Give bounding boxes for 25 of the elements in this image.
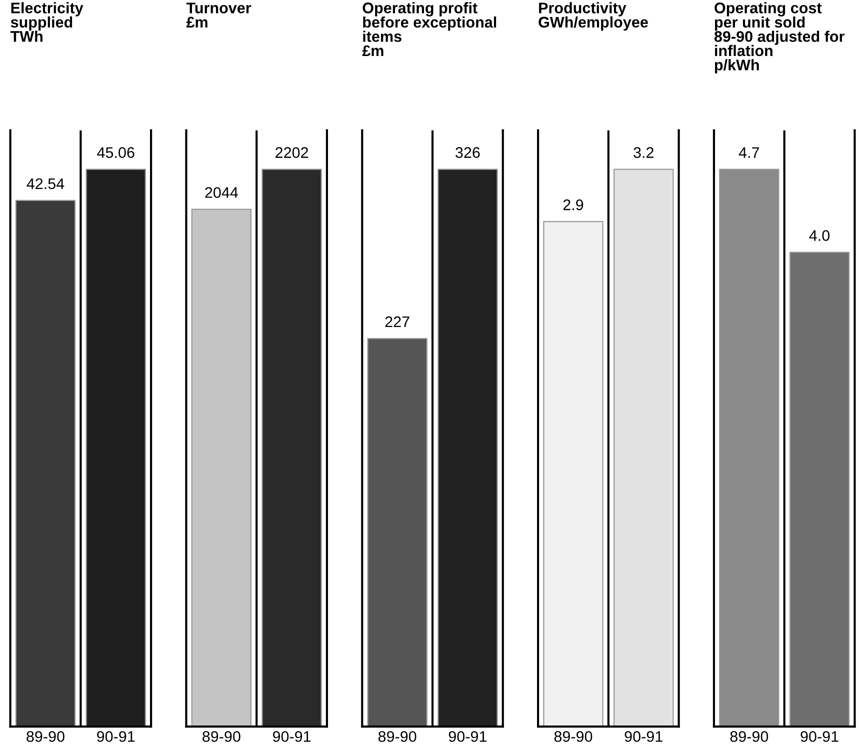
data-label: 3.2	[634, 147, 654, 158]
x-tick-label: 89-90	[554, 731, 592, 742]
chart-title: Electricity supplied TWh	[10, 2, 84, 42]
chart-title: Operating profit before exceptional items £m	[362, 2, 496, 56]
data-label: 45.06	[97, 147, 134, 158]
data-label: 42.54	[26, 178, 64, 190]
x-tick-label: 90-91	[448, 731, 486, 742]
data-label: 326	[456, 147, 480, 158]
data-label: 2044	[205, 187, 238, 198]
x-tick-label: 89-90	[730, 731, 768, 742]
x-tick-label: 89-90	[26, 731, 64, 742]
chart-title: Operating cost per unit sold 89-90 adjusted for inflation p/kWh	[714, 2, 844, 74]
x-tick-label: 90-91	[97, 731, 135, 742]
x-tick-label: 90-91	[800, 731, 838, 742]
x-tick-label: 89-90	[378, 731, 416, 742]
x-tick-label: 89-90	[202, 731, 240, 742]
chart-title: Productivity GWh/employee	[538, 2, 648, 31]
chart-title: Turnover £m	[186, 2, 252, 28]
data-label: 4.0	[809, 230, 830, 241]
x-tick-label: 90-91	[624, 731, 662, 742]
x-tick-label: 90-91	[272, 731, 311, 742]
data-label: 2202	[276, 147, 308, 158]
data-label: 4.7	[738, 147, 760, 158]
data-label: 2.9	[563, 199, 584, 210]
data-label: 227	[385, 316, 410, 328]
